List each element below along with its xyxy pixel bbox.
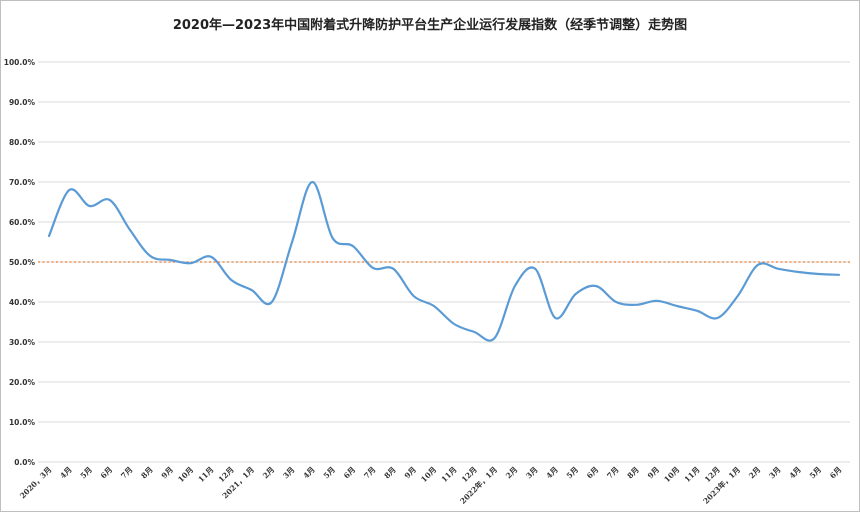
x-tick-label: 6月 [828, 465, 843, 480]
x-tick-label: 9月 [160, 465, 175, 480]
x-tick-label: 10月 [419, 465, 438, 484]
x-tick-label: 10月 [176, 465, 195, 484]
x-tick-label: 7月 [119, 465, 134, 480]
x-tick-label: 5月 [79, 465, 94, 480]
x-tick-label: 3月 [767, 465, 782, 480]
x-tick-label: 5月 [565, 465, 580, 480]
y-tick-label: 40.0% [9, 298, 36, 307]
x-tick-label: 5月 [808, 465, 823, 480]
x-tick-label: 8月 [625, 465, 640, 480]
x-tick-label: 4月 [788, 465, 803, 480]
y-tick-label: 10.0% [9, 418, 36, 427]
y-tick-label: 50.0% [9, 258, 36, 267]
x-tick-label: 5月 [322, 465, 337, 480]
x-tick-label: 11月 [196, 465, 215, 484]
chart-title: 2020年—2023年中国附着式升降防护平台生产企业运行发展指数（经季节调整）走… [172, 18, 688, 33]
x-tick-label: 2月 [504, 465, 519, 480]
x-tick-label: 3月 [281, 465, 296, 480]
y-tick-label: 60.0% [9, 218, 36, 227]
y-tick-label: 90.0% [9, 98, 36, 107]
y-tick-label: 20.0% [9, 378, 36, 387]
x-tick-label: 4月 [58, 465, 73, 480]
x-tick-label: 3月 [524, 465, 539, 480]
x-tick-label: 4月 [544, 465, 559, 480]
y-tick-label: 0.0% [14, 458, 35, 467]
x-tick-label: 2020，3月 [18, 465, 53, 500]
x-tick-label: 2月 [747, 465, 762, 480]
y-tick-label: 80.0% [9, 138, 36, 147]
series-line [47, 180, 841, 342]
x-tick-label: 7月 [362, 465, 377, 480]
x-tick-label: 2023年，1月 [701, 464, 742, 505]
x-tick-label: 11月 [683, 465, 702, 484]
x-tick-label: 9月 [403, 465, 418, 480]
y-tick-label: 30.0% [9, 338, 36, 347]
x-tick-label: 2022年，1月 [458, 464, 499, 505]
x-tick-label: 11月 [439, 465, 458, 484]
x-tick-label: 2月 [261, 465, 276, 480]
x-tick-label: 6月 [99, 465, 114, 480]
x-tick-label: 4月 [301, 465, 316, 480]
x-tick-label: 10月 [662, 465, 681, 484]
y-tick-label: 100.0% [4, 58, 36, 67]
x-tick-label: 6月 [342, 465, 357, 480]
x-tick-label: 8月 [139, 465, 154, 480]
x-tick-label: 8月 [382, 465, 397, 480]
y-tick-label: 70.0% [9, 178, 36, 187]
x-tick-label: 7月 [605, 465, 620, 480]
x-tick-label: 6月 [585, 465, 600, 480]
x-tick-label: 9月 [646, 465, 661, 480]
